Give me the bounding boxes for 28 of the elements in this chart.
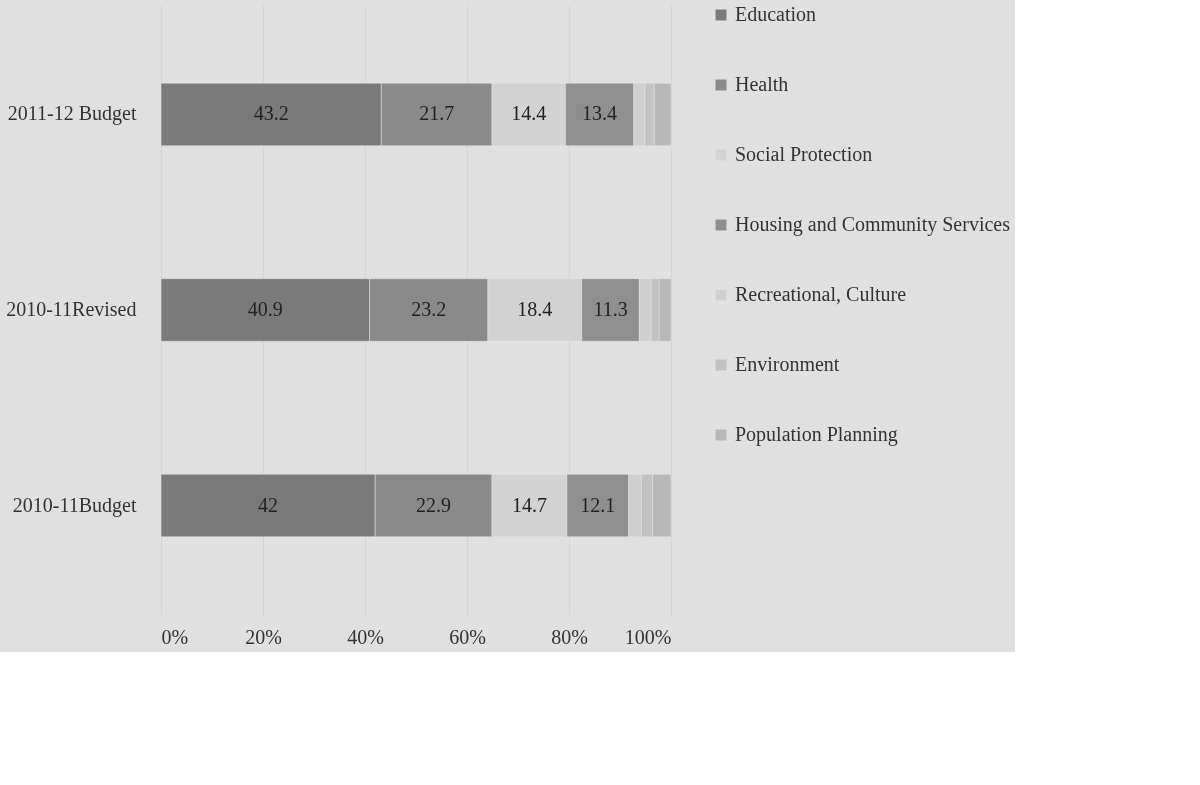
data-label: 14.7 — [511, 493, 547, 516]
legend-label: Population Planning — [735, 423, 898, 446]
y-tick-label: 2010-11Revised — [6, 298, 137, 320]
legend-label: Social Protection — [735, 143, 873, 165]
data-label: 13.4 — [582, 102, 618, 125]
x-tick-label: 20% — [245, 625, 282, 648]
x-tick-label: 60% — [449, 625, 486, 648]
data-label: 12.1 — [580, 493, 616, 516]
data-label: 14.4 — [511, 102, 547, 125]
legend-label: Education — [735, 3, 817, 25]
x-tick-label: 80% — [551, 625, 588, 648]
x-tick-label: 0% — [161, 625, 189, 648]
y-tick-label: 2010-11Budget — [12, 493, 137, 517]
x-tick-label: 100% — [624, 625, 672, 648]
x-tick-label: 40% — [347, 625, 384, 648]
legend-label: Recreational, Culture — [735, 283, 907, 305]
data-label: 18.4 — [517, 298, 553, 320]
data-label: 23.2 — [411, 298, 447, 320]
legend-label: Health — [735, 73, 789, 95]
data-label: 40.9 — [247, 298, 283, 320]
y-tick-label: 2011-12 Budget — [7, 102, 137, 126]
data-label: 42 — [258, 493, 279, 516]
data-label: 43.2 — [253, 102, 289, 125]
legend-label: Environment — [735, 353, 840, 375]
data-label: 21.7 — [419, 102, 455, 125]
legend-label: Housing and Community Services — [735, 213, 1011, 236]
data-label: 11.3 — [593, 298, 628, 320]
data-label: 22.9 — [416, 493, 452, 516]
